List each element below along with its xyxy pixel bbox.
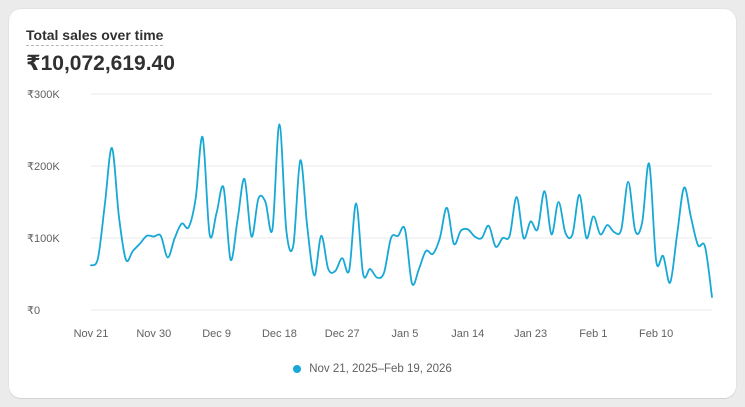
x-tick-label: Feb 10 [639, 328, 673, 340]
x-tick-label: Dec 27 [325, 328, 360, 340]
series-lines [90, 123, 713, 298]
card-title[interactable]: Total sales over time [26, 26, 164, 46]
sales-card: Total sales over time ₹10,072,619.40 ₹30… [9, 9, 736, 398]
y-axis-ticks: ₹300K ₹200K ₹100K ₹0 [27, 89, 60, 317]
x-tick-label: Nov 30 [136, 328, 171, 340]
x-tick-label: Jan 14 [451, 328, 484, 340]
x-tick-label: Jan 5 [392, 328, 419, 340]
chart-legend: Nov 21, 2025–Feb 19, 2026 [9, 363, 736, 375]
x-tick-label: Nov 21 [74, 328, 109, 340]
x-tick-label: Dec 18 [262, 328, 297, 340]
y-tick-label: ₹200K [27, 161, 60, 173]
x-tick-label: Jan 23 [514, 328, 547, 340]
y-tick-label: ₹0 [27, 305, 40, 317]
x-tick-label: Feb 1 [579, 328, 607, 340]
legend-marker [293, 365, 302, 373]
total-sales-value: ₹10,072,619.40 [26, 52, 175, 75]
y-tick-label: ₹300K [27, 89, 60, 101]
legend-label: Nov 21, 2025–Feb 19, 2026 [309, 363, 452, 375]
series-line [90, 123, 713, 298]
y-tick-label: ₹100K [27, 233, 60, 245]
x-axis-ticks: Nov 21 Nov 30 Dec 9 Dec 18 Dec 27 Jan 5 Jan 14… [74, 328, 674, 340]
line-chart: ₹300K ₹200K ₹100K ₹0 Nov 21 Nov 30 Dec 9 Dec 1… [27, 89, 713, 340]
grid-lines [91, 93, 712, 311]
x-tick-label: Dec 9 [202, 328, 231, 340]
